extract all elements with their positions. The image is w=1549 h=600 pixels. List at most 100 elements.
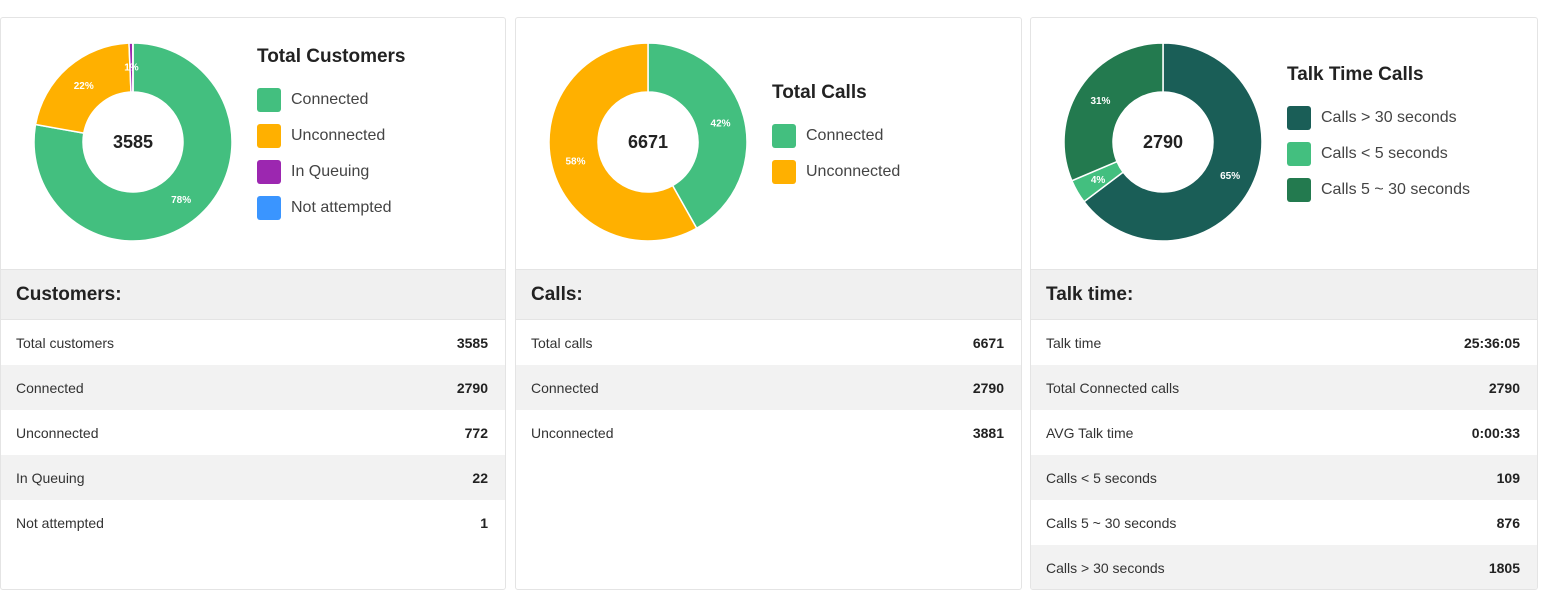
calls-donut-chart[interactable]: 42% 58% 6671 — [536, 30, 760, 254]
legend-item-in-queuing[interactable]: In Queuing — [257, 154, 406, 190]
slice-unconnected[interactable] — [548, 42, 698, 242]
row-label: Total customers — [16, 334, 115, 351]
slice-label-connected: 42% — [711, 118, 731, 129]
legend-label: In Queuing — [291, 163, 370, 180]
slice-label-unconnected: 58% — [565, 157, 585, 168]
slice-calls-5-30-seconds[interactable] — [1063, 42, 1164, 182]
row-label: Talk time — [1046, 334, 1102, 351]
customers-table: Total customers 3585 Connected 2790 Unconnec… — [1, 320, 505, 545]
talk-time-chart-title: Talk Time Calls — [1287, 64, 1424, 85]
legend-swatch — [1287, 178, 1311, 202]
customers-chart-title: Total Customers — [257, 46, 406, 67]
legend-label: Connected — [291, 91, 369, 108]
row-label: Calls 5 ~ 30 seconds — [1046, 514, 1177, 531]
table-row: Not attempted 1 — [1, 500, 505, 545]
row-label: Unconnected — [16, 424, 99, 441]
slice-connected[interactable] — [647, 42, 748, 230]
legend-swatch — [257, 124, 281, 148]
row-label: Calls > 30 seconds — [1046, 559, 1165, 576]
table-row: Total Connected calls 2790 — [1031, 365, 1537, 410]
row-label: Total Connected calls — [1046, 379, 1180, 396]
legend-swatch — [772, 160, 796, 184]
row-value: 3585 — [456, 334, 488, 351]
customers-chart-area: 78% 22% 1% 3585 Total Customers Connected Un… — [1, 18, 505, 269]
donut-center-total: 2790 — [1143, 132, 1183, 152]
slice-label-calls-5-30-seconds: 31% — [1090, 96, 1110, 107]
legend-label: Connected — [806, 127, 884, 144]
talk-time-heading: Talk time: — [1031, 269, 1537, 320]
legend-label: Calls 5 ~ 30 seconds — [1321, 181, 1470, 198]
row-label: Connected — [531, 379, 599, 396]
donut-center-total: 3585 — [113, 132, 153, 152]
calls-chart-title: Total Calls — [772, 82, 867, 103]
table-row: AVG Talk time 0:00:33 — [1031, 410, 1537, 455]
row-label: AVG Talk time — [1046, 424, 1134, 441]
row-value: 3881 — [972, 424, 1004, 441]
row-label: Not attempted — [16, 514, 104, 531]
row-value: 1805 — [1488, 559, 1520, 576]
legend-swatch — [257, 88, 281, 112]
slice-calls-30-seconds[interactable] — [1082, 42, 1263, 242]
table-row: Calls 5 ~ 30 seconds 876 — [1031, 500, 1537, 545]
legend-label: Unconnected — [291, 127, 386, 144]
legend-item-unconnected[interactable]: Unconnected — [257, 118, 406, 154]
row-value: 1 — [480, 514, 488, 531]
table-row: Total customers 3585 — [1, 320, 505, 365]
slice-label-in-queuing: 1% — [124, 63, 139, 74]
row-value: 2790 — [1488, 379, 1520, 396]
row-label: Unconnected — [531, 424, 614, 441]
legend-item-connected[interactable]: Connected — [772, 118, 900, 154]
legend-swatch — [257, 160, 281, 184]
row-value: 109 — [1496, 469, 1520, 486]
legend-item-calls-5-seconds[interactable]: Calls < 5 seconds — [1287, 136, 1470, 172]
slice-label-calls-30-seconds: 65% — [1220, 171, 1240, 182]
legend-item-calls-30-seconds[interactable]: Calls > 30 seconds — [1287, 100, 1470, 136]
legend-swatch — [1287, 106, 1311, 130]
legend-label: Not attempted — [291, 199, 392, 216]
row-value: 0:00:33 — [1471, 424, 1520, 441]
table-row: Connected 2790 — [516, 365, 1021, 410]
calls-chart-area: 42% 58% 6671 Total Calls Connected Unconnec… — [516, 18, 1021, 269]
slice-label-unconnected: 22% — [74, 81, 94, 92]
row-value: 2790 — [972, 379, 1004, 396]
customers-donut-chart[interactable]: 78% 22% 1% 3585 — [21, 30, 245, 254]
slice-unconnected[interactable] — [34, 42, 132, 135]
table-row: Unconnected 3881 — [516, 410, 1021, 455]
legend-label: Calls < 5 seconds — [1321, 145, 1448, 162]
talk-time-chart-area: 65% 4% 31% 2790 Talk Time Calls Calls > 30 … — [1031, 18, 1537, 269]
calls-card: 42% 58% 6671 Total Calls Connected Unconnec… — [515, 17, 1022, 590]
slice-connected[interactable] — [33, 42, 233, 242]
row-label: Calls < 5 seconds — [1046, 469, 1157, 486]
table-row: Total calls 6671 — [516, 320, 1021, 365]
table-row: Calls > 30 seconds 1805 — [1031, 545, 1537, 589]
row-value: 6671 — [972, 334, 1004, 351]
customers-heading: Customers: — [1, 269, 505, 320]
slice-label-connected: 78% — [171, 195, 191, 206]
talk-time-donut-chart[interactable]: 65% 4% 31% 2790 — [1051, 30, 1275, 254]
legend-item-not-attempted[interactable]: Not attempted — [257, 190, 406, 226]
slice-label-calls-5-seconds: 4% — [1091, 175, 1106, 186]
row-value: 876 — [1496, 514, 1520, 531]
table-row: Connected 2790 — [1, 365, 505, 410]
table-row: Unconnected 772 — [1, 410, 505, 455]
legend-item-unconnected[interactable]: Unconnected — [772, 154, 900, 190]
calls-heading: Calls: — [516, 269, 1021, 320]
talk-time-table: Talk time 25:36:05 Total Connected calls 27… — [1031, 320, 1537, 589]
legend-swatch — [772, 124, 796, 148]
legend-item-calls-5-30-seconds[interactable]: Calls 5 ~ 30 seconds — [1287, 172, 1470, 208]
table-row: Talk time 25:36:05 — [1031, 320, 1537, 365]
talk-time-legend: Talk Time Calls Calls > 30 seconds Calls … — [1287, 64, 1470, 208]
table-row: Calls < 5 seconds 109 — [1031, 455, 1537, 500]
row-value: 22 — [472, 469, 488, 486]
row-value: 772 — [464, 424, 488, 441]
customers-card: 78% 22% 1% 3585 Total Customers Connected Un… — [0, 17, 506, 590]
row-value: 25:36:05 — [1463, 334, 1520, 351]
legend-label: Calls > 30 seconds — [1321, 109, 1457, 126]
legend-swatch — [1287, 142, 1311, 166]
legend-swatch — [257, 196, 281, 220]
legend-label: Unconnected — [806, 163, 901, 180]
table-row: In Queuing 22 — [1, 455, 505, 500]
row-label: Total calls — [531, 334, 593, 351]
legend-item-connected[interactable]: Connected — [257, 82, 406, 118]
row-label: Connected — [16, 379, 84, 396]
